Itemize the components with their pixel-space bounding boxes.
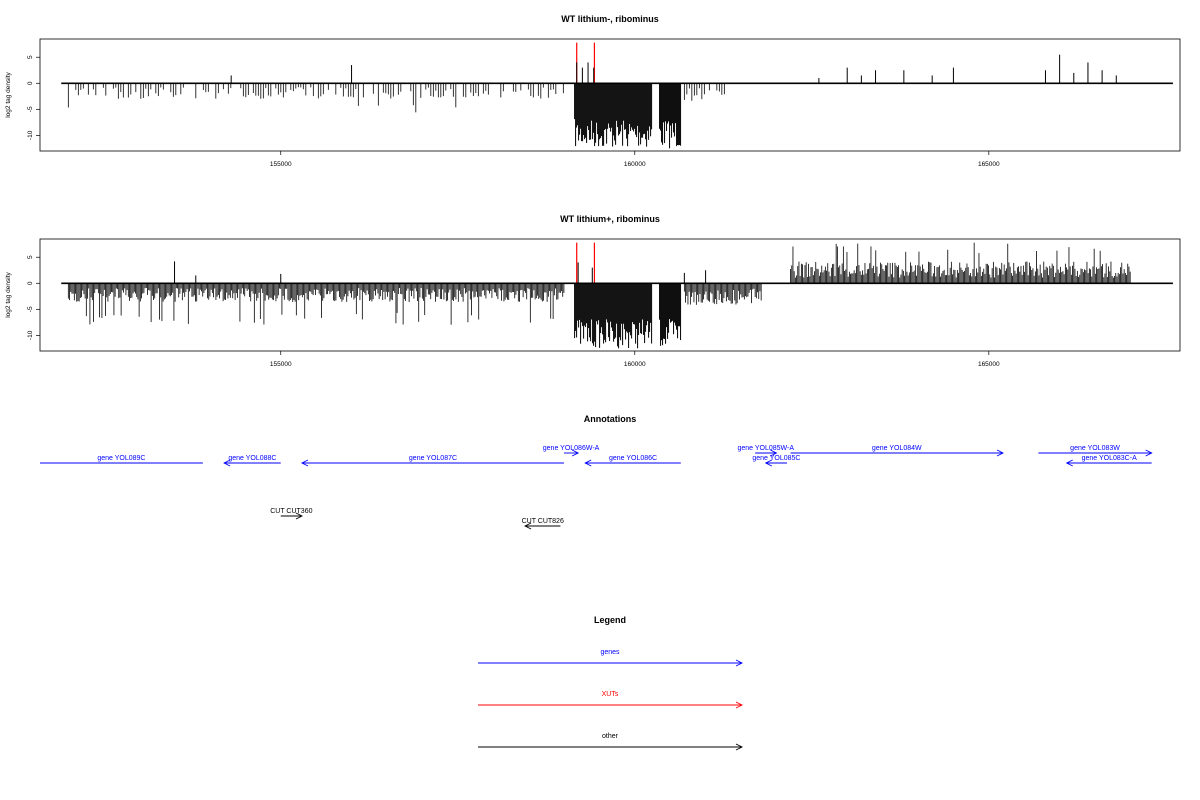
gene-label: gene YOL085W-A xyxy=(737,445,794,452)
legend-arrow-head xyxy=(735,659,744,667)
gene-label: gene YOL085C xyxy=(752,455,800,462)
gene-label: gene YOL083W xyxy=(1070,445,1120,452)
panel-title: WT lithium-, ribominus xyxy=(561,14,659,24)
y-axis-label: log2 tag density xyxy=(5,71,12,117)
axes: 5 0 -5 -10 155000 160000 165000 xyxy=(27,55,1173,168)
legend-title: Legend xyxy=(594,615,626,625)
arrow-head xyxy=(571,449,580,457)
arrow-head xyxy=(1145,449,1153,457)
arrow-head xyxy=(300,459,309,467)
arrow-head xyxy=(524,522,532,530)
y-tick-label: 5 xyxy=(27,255,34,259)
y-tick-label: -5 xyxy=(27,106,34,112)
arrow-head xyxy=(223,459,231,467)
plot-frame xyxy=(39,238,1181,352)
x-tick-label: 160000 xyxy=(624,361,646,368)
legend: Legend genes XUTs other xyxy=(478,615,744,751)
gene-label: gene YOL088C xyxy=(228,455,276,462)
gene-label: gene YOL086C xyxy=(609,455,657,462)
x-tick-label: 160000 xyxy=(624,161,646,168)
y-axis-label: log2 tag density xyxy=(5,271,12,317)
legend-label: XUTs xyxy=(602,691,619,698)
other-annotations: CUT CUT360 CUT CUT826 xyxy=(270,508,564,530)
x-tick-label: 165000 xyxy=(978,361,1000,368)
gene-label: gene YOL089C xyxy=(97,455,145,462)
gene-annotations: gene YOL089C gene YOL088C gene YOL087C gene… xyxy=(40,445,1153,467)
legend-items: genes XUTs other xyxy=(478,649,744,751)
bars xyxy=(67,42,1117,149)
gene-label: gene YOL083C-A xyxy=(1082,455,1137,462)
plot-frame xyxy=(39,38,1181,152)
bars xyxy=(67,242,1131,349)
other-label: CUT CUT826 xyxy=(522,518,564,525)
annotations-panel: Annotations gene YOL089C gene YOL088C gene… xyxy=(40,414,1153,530)
panel-lithium-plus: WT lithium+, ribominus log2 tag density … xyxy=(5,214,1181,368)
gene-label: gene YOL086W-A xyxy=(543,445,600,452)
other-label: CUT CUT360 xyxy=(270,508,312,515)
legend-arrow-head xyxy=(735,743,744,751)
y-tick-label: -10 xyxy=(27,130,34,140)
axes: 5 0 -5 -10 155000 160000 165000 xyxy=(27,255,1173,368)
arrow-head xyxy=(295,512,303,520)
arrow-head xyxy=(770,449,778,457)
annotations-title: Annotations xyxy=(584,414,637,424)
arrow-head xyxy=(1065,459,1073,467)
x-tick-label: 165000 xyxy=(978,161,1000,168)
y-tick-label: -10 xyxy=(27,330,34,340)
arrow-head xyxy=(764,459,772,467)
gene-label: gene YOL084W xyxy=(872,445,922,452)
gene-label: gene YOL087C xyxy=(409,455,457,462)
y-tick-label: 0 xyxy=(27,81,34,85)
x-tick-label: 155000 xyxy=(270,161,292,168)
x-tick-label: 155000 xyxy=(270,361,292,368)
y-tick-label: -5 xyxy=(27,306,34,312)
y-tick-label: 0 xyxy=(27,281,34,285)
panel-title: WT lithium+, ribominus xyxy=(560,214,660,224)
arrow-head xyxy=(584,459,592,467)
arrow-head xyxy=(996,449,1004,457)
y-tick-label: 5 xyxy=(27,55,34,59)
legend-label: genes xyxy=(600,649,620,656)
panel-lithium-minus: WT lithium-, ribominus log2 tag density … xyxy=(5,14,1181,168)
legend-arrow-head xyxy=(735,701,744,709)
legend-label: other xyxy=(602,733,619,740)
